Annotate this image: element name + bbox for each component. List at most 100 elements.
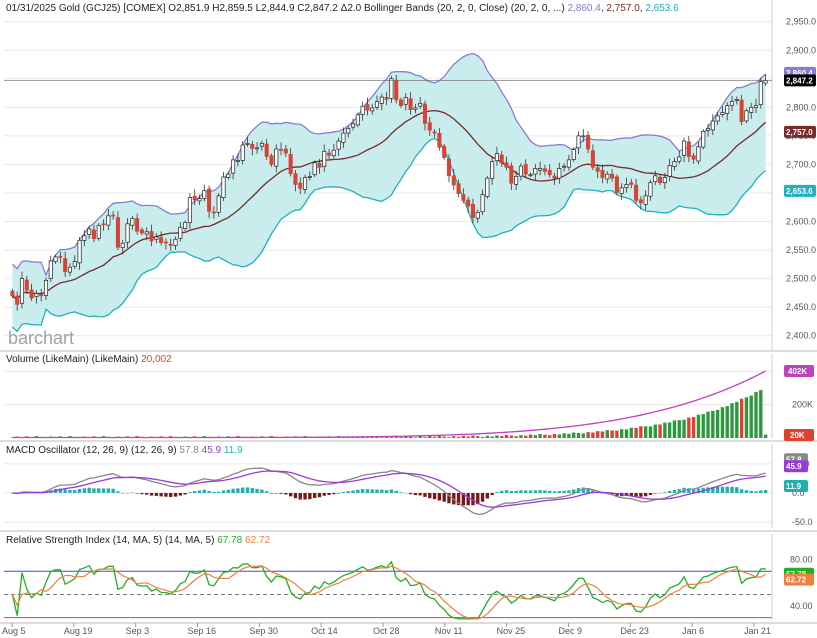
volume-bar <box>356 437 360 438</box>
macd-histogram-bar <box>169 493 173 497</box>
rsi-ma-line <box>11 565 766 620</box>
bb-upper-value: 2,860.4 <box>567 3 601 14</box>
candle-body <box>475 212 480 219</box>
macd-histogram-bar <box>509 490 514 493</box>
candle-body <box>494 153 499 161</box>
macd-histogram-bar <box>308 493 312 500</box>
macd-histogram-bar <box>77 489 82 493</box>
price-y-tick-label: 2,500.0 <box>786 274 816 284</box>
bb-mid-value: 2,757.0 <box>606 3 640 14</box>
candle-body <box>58 255 63 258</box>
macd-histogram-bar <box>140 493 144 495</box>
macd-histogram-bar <box>63 489 67 493</box>
candle-body <box>67 266 72 273</box>
candle-body <box>159 237 164 244</box>
candle-body <box>562 165 567 168</box>
volume-bar <box>504 434 509 438</box>
candle-body <box>163 241 168 244</box>
volume-bar <box>480 436 485 438</box>
rsi-ma-value: 62.72 <box>245 535 270 546</box>
rsi-tag-bg <box>784 573 814 586</box>
macd-histogram-bar <box>212 492 216 493</box>
candle-body <box>427 122 432 131</box>
macd-histogram-bar <box>159 493 163 497</box>
candle-body <box>422 103 428 124</box>
candle-body <box>600 169 605 178</box>
volume-bar <box>763 434 768 438</box>
price-panel: 2,400.02,450.02,500.02,550.02,600.02,650… <box>0 0 817 352</box>
volume-panel: 200K400K402K20K <box>0 354 817 442</box>
candle-body <box>432 131 437 134</box>
volume-bar <box>399 436 403 438</box>
candle-body <box>466 199 471 207</box>
volume-bar <box>500 436 504 438</box>
volume-bar <box>447 437 451 438</box>
macd-histogram-bar <box>485 493 490 499</box>
macd-histogram-bar <box>456 493 461 506</box>
candle-body <box>331 149 336 157</box>
volume-bar <box>754 392 758 438</box>
macd-histogram-bar <box>111 488 115 493</box>
volume-bar <box>682 419 686 438</box>
candle-body <box>274 148 279 167</box>
macd-histogram-bar <box>480 493 485 502</box>
macd-signal-line <box>12 470 766 508</box>
candle-body <box>734 99 739 101</box>
volume-bar <box>461 435 466 438</box>
candle-body <box>442 145 447 158</box>
volume-bar <box>524 435 528 438</box>
price-y-tick-label: 2,400.0 <box>786 331 816 341</box>
volume-bar <box>404 435 408 438</box>
candle-body <box>293 173 298 185</box>
macd-histogram-bar <box>346 491 350 493</box>
candle-body <box>710 120 715 131</box>
candle-body <box>192 195 197 201</box>
mid-band-tag-bg <box>784 125 816 138</box>
candle-body <box>418 103 423 107</box>
candle-body <box>183 222 188 229</box>
macd-histogram-bar <box>360 489 365 493</box>
candle-body <box>312 162 317 176</box>
candle-body <box>533 168 538 175</box>
volume-bar <box>538 434 542 438</box>
macd-header: MACD Oscillator (12, 26, 9) (12, 26, 9) … <box>6 445 243 456</box>
candle-body <box>202 190 207 199</box>
candle-body <box>255 147 260 150</box>
candle-body <box>744 110 749 122</box>
rsi-title: Relative Strength Index (14, MA, 5) (14,… <box>6 535 214 546</box>
candle-body <box>130 218 135 226</box>
volume-bar <box>466 436 470 438</box>
candle-body <box>691 155 696 160</box>
macd-histogram-bar <box>336 493 341 494</box>
rsi-value-tag: 62.72 <box>786 576 807 585</box>
macd-histogram-bar <box>552 491 557 493</box>
candle-body <box>662 177 667 184</box>
candle-body <box>77 240 82 264</box>
price-y-tick-label: 2,700.0 <box>786 159 816 169</box>
volume-bar <box>720 407 725 438</box>
candle-body <box>384 97 389 100</box>
candle-body <box>720 112 725 115</box>
candle-body <box>259 142 264 147</box>
macd-histogram-bar <box>327 493 331 495</box>
volume-ma-line <box>12 370 766 439</box>
candle-body <box>173 238 178 246</box>
volume-bar <box>619 429 624 438</box>
macd-histogram-bar <box>504 490 509 493</box>
volume-bar <box>375 436 379 438</box>
macd-value-tag: 45.9 <box>786 462 802 471</box>
volume-bar <box>672 420 677 438</box>
macd-histogram-bar <box>735 487 739 493</box>
macd-histogram-bar <box>533 490 538 493</box>
macd-histogram-bar <box>754 491 758 493</box>
candle-body <box>168 244 173 246</box>
macd-histogram-bar <box>245 487 250 493</box>
candle-body <box>624 184 629 188</box>
candle-body <box>715 115 720 122</box>
bollinger-lower-line <box>11 137 767 333</box>
volume-bar <box>408 436 413 438</box>
macd-histogram-bar <box>399 492 403 493</box>
candle-body <box>403 97 408 105</box>
x-tick-label: Dec 9 <box>559 626 583 636</box>
